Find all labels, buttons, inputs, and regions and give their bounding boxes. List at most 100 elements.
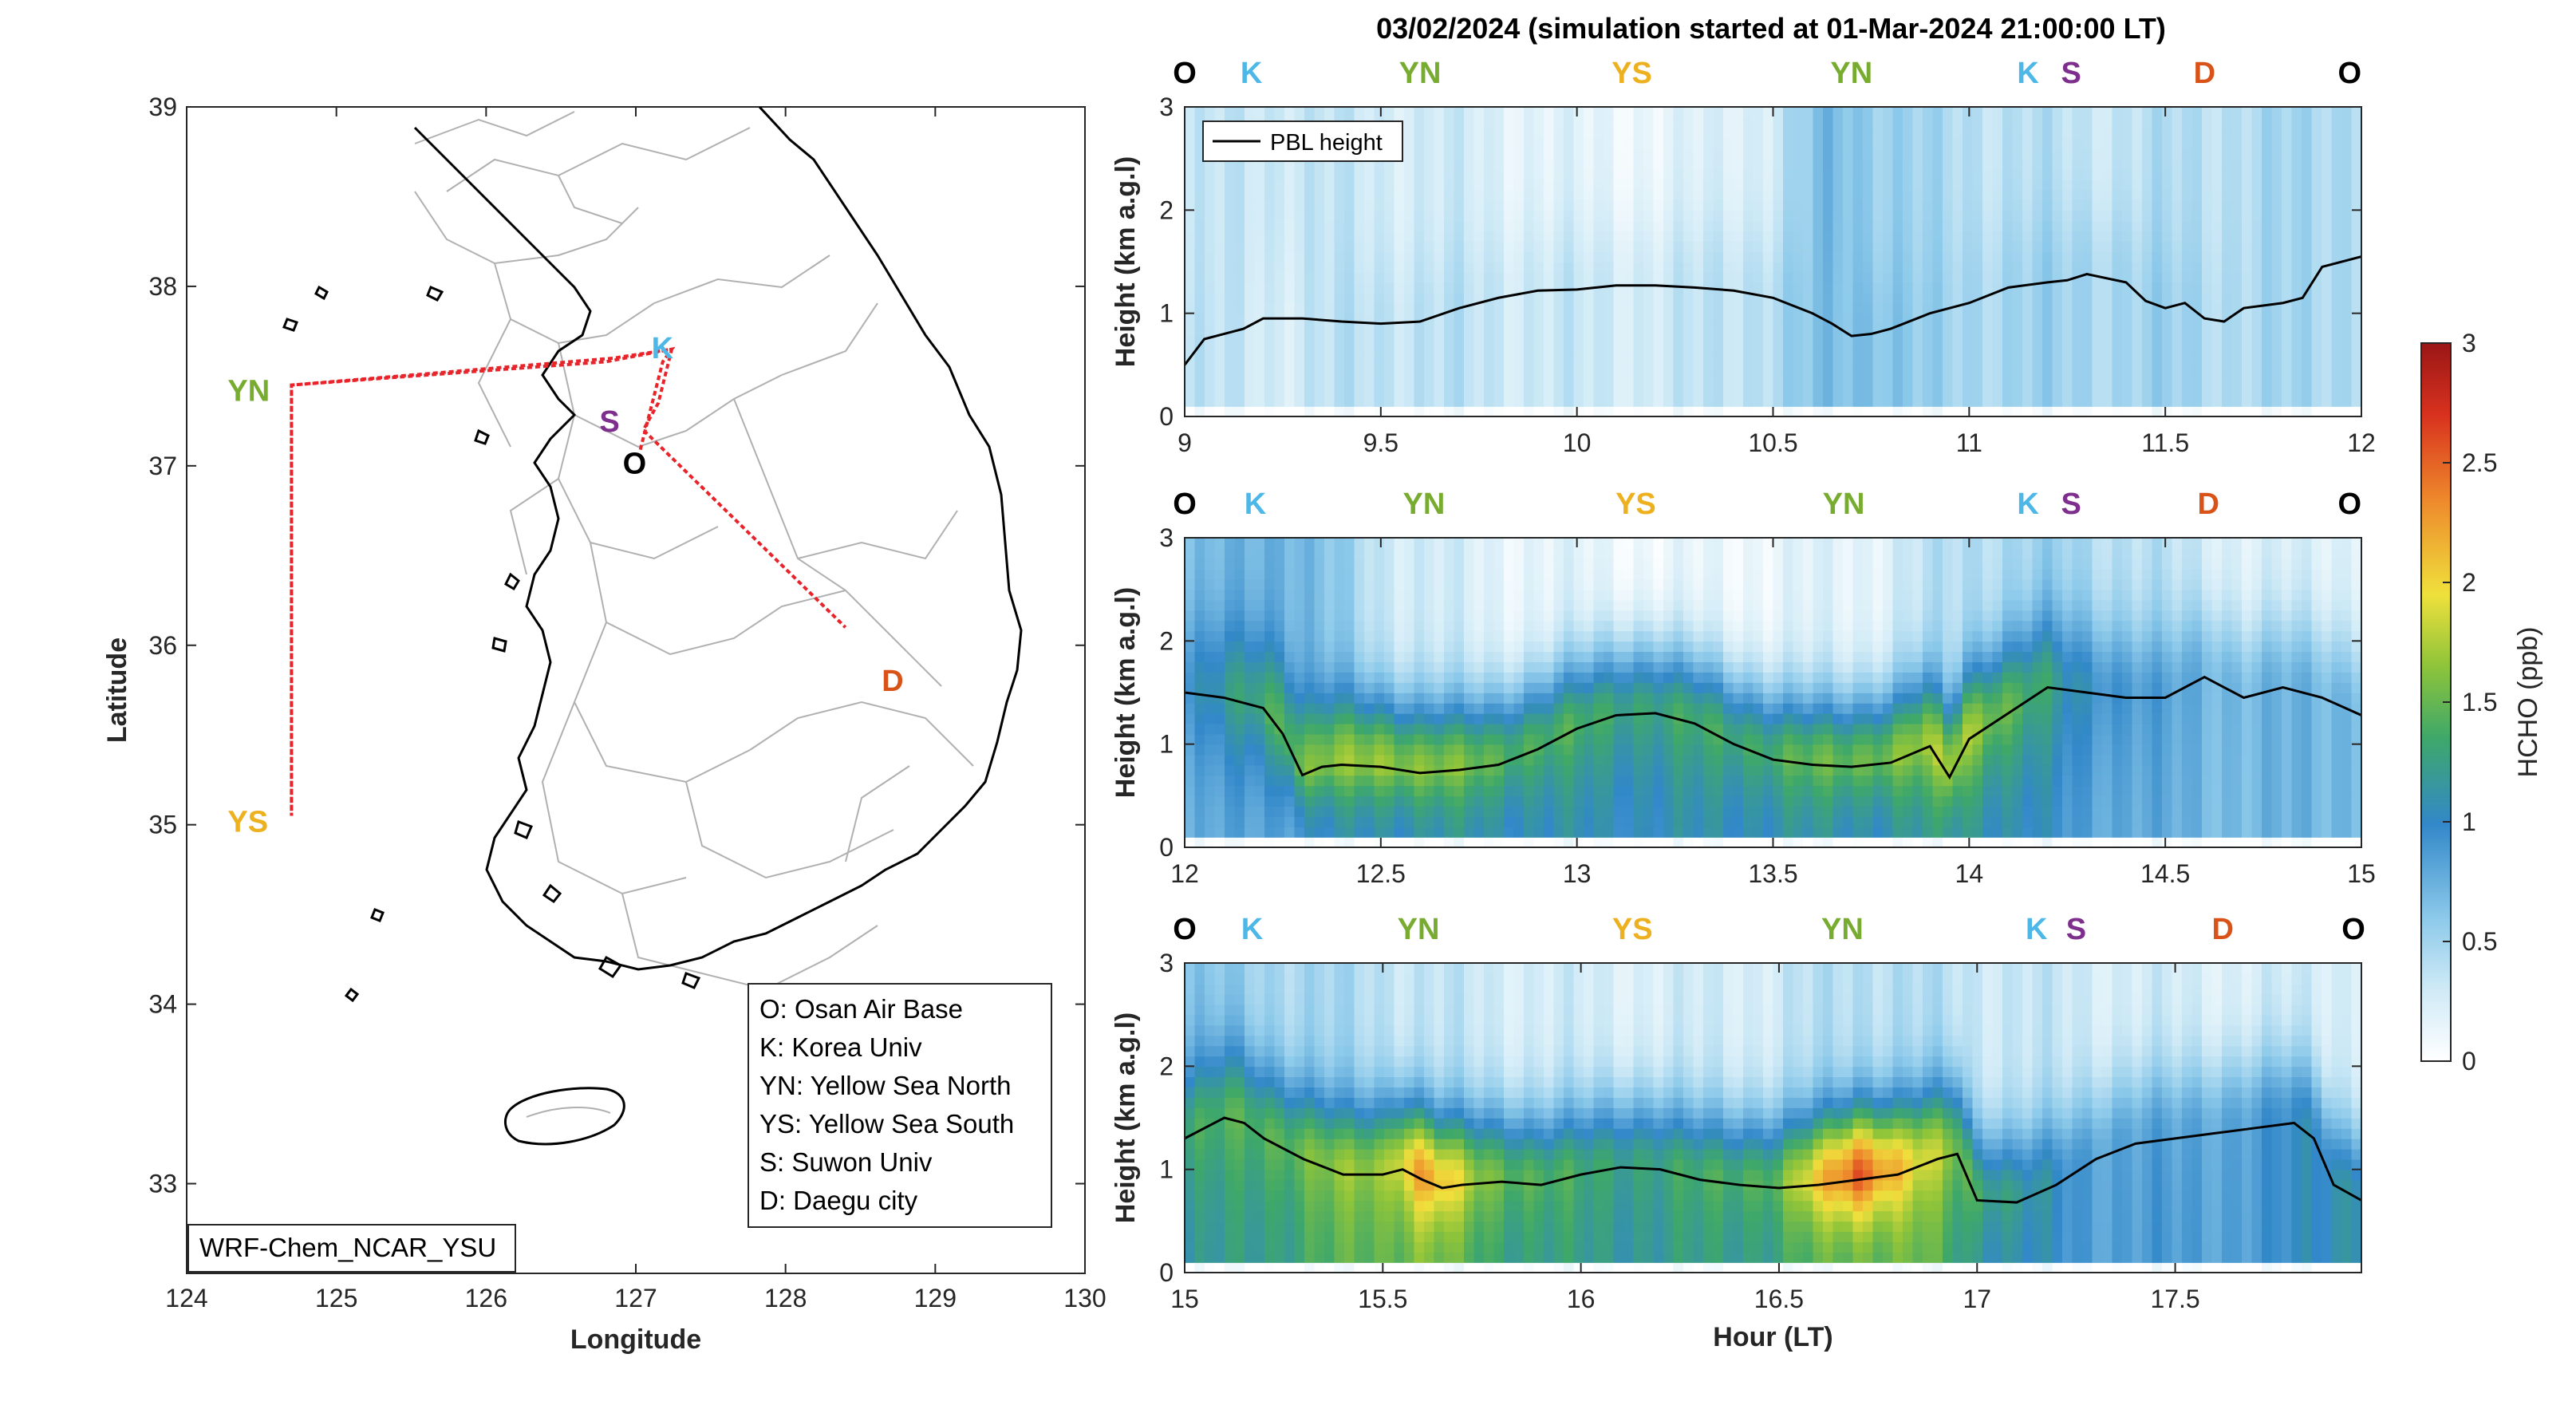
hcho-cell	[1653, 282, 1664, 294]
hcho-cell	[1613, 630, 1624, 642]
hcho-cell	[1294, 712, 1305, 724]
hcho-cell	[2202, 282, 2213, 294]
hcho-cell	[2002, 271, 2014, 283]
hcho-cell	[1384, 568, 1395, 580]
hcho-cell	[1932, 292, 1943, 304]
hcho-cell	[1803, 220, 1814, 231]
hcho-cell	[1613, 651, 1624, 662]
hcho-cell	[1444, 754, 1455, 766]
hcho-cell	[1314, 365, 1325, 377]
hcho-cell	[1274, 231, 1285, 242]
hcho-cell	[1454, 282, 1465, 294]
hcho-cell	[1364, 547, 1375, 559]
hcho-cell	[1284, 302, 1296, 314]
hcho-cell	[2271, 323, 2282, 335]
hcho-cell	[1414, 620, 1425, 632]
hcho-cell	[1464, 313, 1475, 325]
hcho-cell	[2291, 107, 2302, 118]
hcho-cell	[1194, 785, 1205, 797]
hcho-cell	[1584, 558, 1595, 570]
hcho-cell	[1404, 651, 1415, 662]
hcho-cell	[1394, 651, 1405, 662]
hcho-cell	[1982, 271, 1994, 283]
hcho-cell	[1713, 251, 1724, 262]
hcho-cell	[1723, 210, 1734, 222]
hcho-cell	[2102, 344, 2113, 356]
hcho-cell	[1454, 599, 1465, 611]
hcho-cell	[1414, 578, 1425, 590]
hcho-cell	[1324, 365, 1335, 377]
hcho-cell	[1504, 558, 1515, 570]
hcho-cell	[1374, 744, 1385, 756]
hcho-cell	[1963, 282, 1974, 294]
hcho-cell	[2231, 406, 2243, 416]
hcho-cell	[1593, 795, 1604, 807]
hcho-cell	[1414, 806, 1425, 817]
hcho-cell	[1623, 334, 1635, 345]
hcho-cell	[1194, 271, 1205, 283]
hcho-cell	[2191, 282, 2203, 294]
hcho-cell	[1693, 251, 1704, 262]
hcho-cell	[1185, 137, 1196, 149]
hcho-cell	[1493, 693, 1505, 704]
hcho-cell	[2102, 116, 2113, 128]
hcho-cell	[1952, 158, 1963, 170]
hcho-cell	[1653, 220, 1664, 231]
hcho-cell	[1743, 148, 1754, 160]
hcho-cell	[1783, 189, 1794, 201]
hcho-cell	[1484, 302, 1495, 314]
hcho-cell	[1952, 344, 1963, 356]
hcho-cell	[2002, 323, 2014, 335]
hcho-cell	[1205, 599, 1216, 611]
hcho-cell	[2002, 251, 2014, 262]
hcho-cell	[1823, 107, 1834, 118]
hcho-cell	[1414, 837, 1425, 847]
hcho-cell	[1783, 385, 1794, 397]
hcho-cell	[1564, 754, 1575, 766]
hcho-cell	[1604, 723, 1615, 735]
hcho-cell	[2311, 385, 2322, 397]
hcho-cell	[2311, 406, 2322, 416]
district-boundaries	[414, 191, 974, 991]
hcho-cell	[1653, 292, 1664, 304]
hcho-cell	[1364, 620, 1375, 632]
hcho-cell	[1205, 630, 1216, 642]
hcho-cell	[2032, 354, 2043, 366]
hcho-cell	[1972, 199, 1983, 211]
hcho-cell	[1593, 241, 1604, 252]
hcho-cell	[1703, 385, 1714, 397]
hcho-cell	[1185, 406, 1196, 416]
hcho-cell	[1753, 365, 1764, 377]
hcho-cell	[1234, 179, 1245, 191]
hcho-cell	[2222, 375, 2233, 386]
hcho-cell	[1384, 302, 1395, 314]
hcho-cell	[1434, 744, 1445, 756]
hcho-cell	[1713, 107, 1724, 118]
hcho-cell	[1852, 251, 1864, 262]
hcho-cell	[2271, 137, 2282, 149]
hcho-cell	[1434, 396, 1445, 407]
hcho-cell	[1613, 127, 1624, 139]
hcho-cell	[2271, 406, 2282, 416]
hcho-cell	[1493, 764, 1505, 776]
hcho-cell	[1604, 231, 1615, 242]
hcho-cell	[1284, 385, 1296, 397]
hcho-cell	[1783, 375, 1794, 386]
hcho-cell	[2262, 199, 2273, 211]
pbl-legend: PBL height	[1202, 120, 1403, 162]
hcho-cell	[2032, 148, 2043, 160]
hcho-cell	[1883, 168, 1894, 180]
hcho-cell	[2062, 354, 2073, 366]
hcho-cell	[1633, 199, 1644, 211]
hcho-cell	[1434, 682, 1445, 693]
hcho-cell	[1473, 775, 1485, 787]
hcho-cell	[1733, 199, 1744, 211]
hcho-cell	[1803, 231, 1814, 242]
hcho-cell	[1384, 651, 1395, 662]
hcho-cell	[1743, 231, 1754, 242]
hcho-cell	[1304, 578, 1316, 590]
hcho-cell	[1394, 816, 1405, 827]
hcho-cell	[1553, 568, 1564, 580]
hcho-cell	[1484, 127, 1495, 139]
hcho-cell	[1484, 682, 1495, 693]
